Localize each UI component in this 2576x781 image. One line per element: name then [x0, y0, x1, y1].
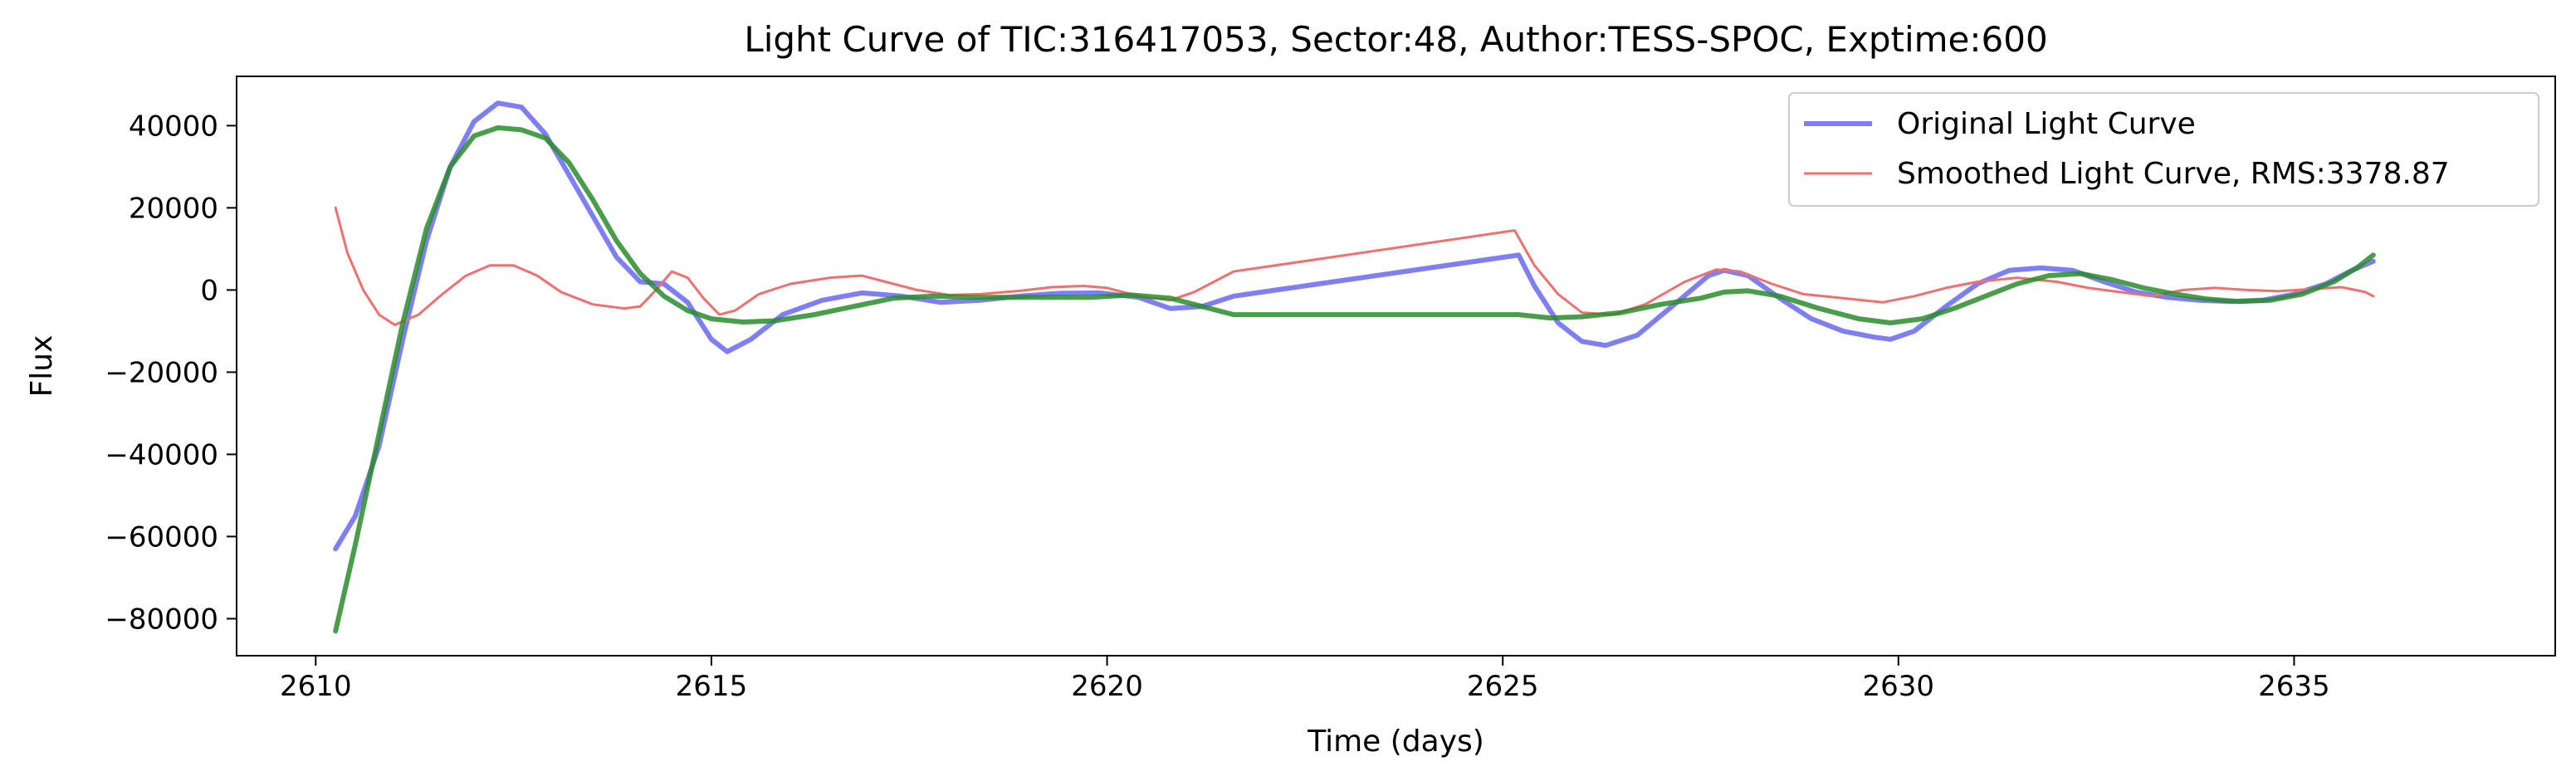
- y-tick-label: 0: [200, 274, 218, 307]
- y-tick-label: 40000: [129, 110, 218, 143]
- x-tick-label: 2630: [1863, 670, 1935, 703]
- y-axis-label: Flux: [25, 335, 59, 398]
- x-tick-label: 2615: [676, 670, 748, 703]
- chart-title: Light Curve of TIC:316417053, Sector:48,…: [744, 19, 2047, 60]
- y-axis: 40000 20000 0 −20000 −40000 −60000 −80000: [105, 110, 237, 636]
- legend-label-smoothed: Smoothed Light Curve, RMS:3378.87: [1897, 157, 2450, 191]
- x-tick-label: 2610: [280, 670, 352, 703]
- legend: Original Light Curve Smoothed Light Curv…: [1788, 92, 2539, 207]
- y-tick-label: −20000: [105, 356, 218, 389]
- plot-series: [333, 100, 2376, 634]
- series-line-model: [333, 124, 2376, 634]
- series-line-original: [333, 100, 2376, 552]
- x-axis-label: Time (days): [1307, 725, 1484, 759]
- x-axis: 2610 2615 2620 2625 2630 2635: [280, 656, 2330, 703]
- x-tick-label: 2620: [1071, 670, 1143, 703]
- legend-label-original: Original Light Curve: [1897, 107, 2196, 141]
- y-tick-label: −40000: [105, 438, 218, 471]
- y-tick-label: −60000: [105, 520, 218, 554]
- series-line-smoothed: [334, 206, 2375, 326]
- x-tick-label: 2635: [2258, 670, 2330, 703]
- legend-box: [1788, 92, 2539, 207]
- y-tick-label: 20000: [129, 192, 218, 225]
- y-tick-label: −80000: [105, 603, 218, 636]
- plot-frame: [236, 76, 2556, 657]
- x-tick-label: 2625: [1467, 670, 1539, 703]
